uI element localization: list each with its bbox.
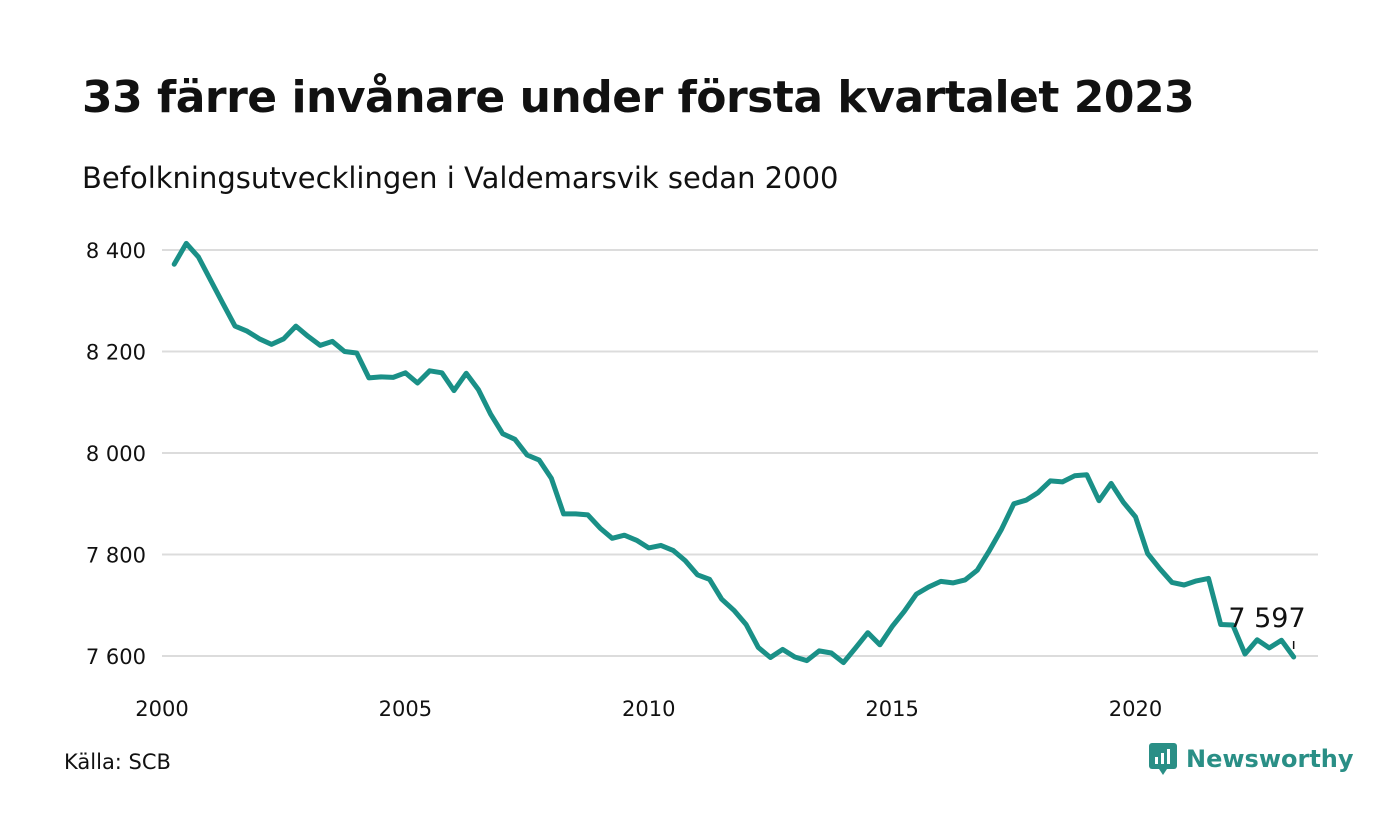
x-axis-tick-labels: 2000 2005 2010 2015 2020 (135, 697, 1162, 721)
newsworthy-logo-icon (1149, 743, 1177, 775)
brand-name: Newsworthy (1186, 745, 1354, 773)
gridlines (162, 249, 1318, 657)
x-tick-label: 2000 (135, 697, 188, 721)
y-tick-label: 7 800 (86, 544, 146, 568)
x-tick-label: 2010 (622, 697, 675, 721)
y-axis-tick-labels: 7 600 7 800 8 000 8 200 8 400 (86, 239, 146, 669)
end-label-group: 7 597 (1228, 603, 1306, 650)
y-tick-label: 8 400 (86, 239, 146, 263)
source-note: Källa: SCB (64, 750, 171, 774)
y-tick-label: 8 200 (86, 341, 146, 365)
y-tick-label: 8 000 (86, 442, 146, 466)
x-tick-label: 2005 (379, 697, 432, 721)
chart-title: 33 färre invånare under första kvartalet… (82, 72, 1195, 123)
brand-logo[interactable]: Newsworthy (1148, 742, 1354, 776)
x-tick-label: 2020 (1109, 697, 1162, 721)
end-value-label: 7 597 (1228, 603, 1305, 634)
y-tick-label: 7 600 (86, 645, 146, 669)
chart-subtitle: Befolkningsutvecklingen i Valdemarsvik s… (82, 161, 839, 195)
x-tick-label: 2015 (865, 697, 918, 721)
series-line-group (171, 240, 1297, 666)
series-line (171, 240, 1297, 666)
